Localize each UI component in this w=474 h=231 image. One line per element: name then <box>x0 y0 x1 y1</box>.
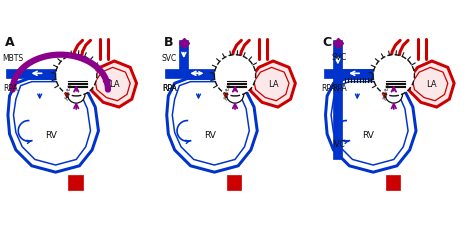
Polygon shape <box>408 62 454 108</box>
Bar <box>6 70 80 78</box>
Text: Aorta: Aorta <box>224 82 232 100</box>
Text: A: A <box>5 36 14 49</box>
Text: SVC: SVC <box>162 54 177 63</box>
Polygon shape <box>326 79 416 172</box>
Text: Aorta: Aorta <box>383 82 391 100</box>
Text: RV: RV <box>204 130 216 139</box>
Circle shape <box>55 55 97 97</box>
Text: RPA: RPA <box>321 84 336 93</box>
Text: Aorta: Aorta <box>65 82 73 100</box>
Bar <box>334 41 342 160</box>
Text: RV: RV <box>45 130 57 139</box>
Text: LA: LA <box>427 79 437 88</box>
Text: LA: LA <box>109 79 119 88</box>
Circle shape <box>385 86 402 104</box>
Bar <box>180 41 188 70</box>
Text: RPA: RPA <box>332 84 346 93</box>
Bar <box>324 70 397 78</box>
Circle shape <box>214 55 255 97</box>
Bar <box>342 70 397 78</box>
Polygon shape <box>249 62 295 108</box>
Text: SVC: SVC <box>332 52 347 61</box>
Text: LA: LA <box>268 79 278 88</box>
Bar <box>386 176 400 190</box>
Circle shape <box>373 55 414 97</box>
Text: RPA: RPA <box>162 84 177 93</box>
Text: RV: RV <box>363 130 374 139</box>
Text: IVC: IVC <box>332 140 345 149</box>
Circle shape <box>226 86 244 104</box>
Text: RPA: RPA <box>3 84 18 93</box>
Polygon shape <box>167 79 257 172</box>
Text: B: B <box>164 36 173 49</box>
Bar <box>227 176 241 190</box>
Circle shape <box>67 86 85 104</box>
Text: RPA: RPA <box>162 84 177 93</box>
Bar <box>165 70 238 78</box>
Polygon shape <box>91 62 137 108</box>
Polygon shape <box>8 79 99 172</box>
Text: MBTS: MBTS <box>2 54 24 63</box>
Bar <box>68 176 82 190</box>
Text: C: C <box>322 36 332 49</box>
